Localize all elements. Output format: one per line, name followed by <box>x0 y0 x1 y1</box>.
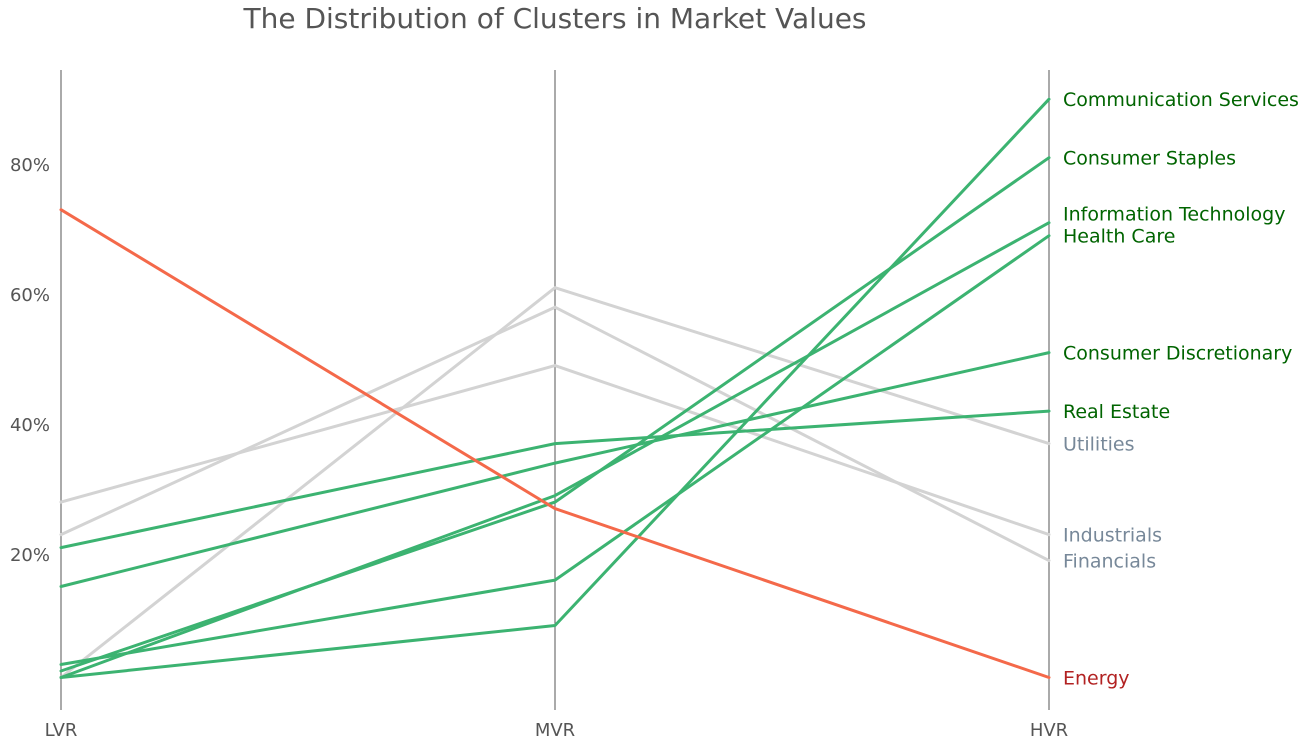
series-line-utilities <box>59 286 1051 679</box>
series-line-health-care <box>59 234 1051 666</box>
y-tick-label: 40% <box>10 415 50 436</box>
series-label-real-estate: Real Estate <box>1063 401 1170 423</box>
axis-label-hvr: HVR <box>1030 720 1068 741</box>
y-tick-label: 60% <box>10 285 50 306</box>
series-line-real-estate <box>59 409 1051 550</box>
series-end-labels: Communication Services Consumer Staples In… <box>1063 89 1299 689</box>
y-tick-label: 80% <box>10 155 50 176</box>
series-label-health-care: Health Care <box>1063 226 1175 248</box>
series-layer <box>59 97 1051 679</box>
y-tick-labels: 20% 40% 60% 80% <box>10 155 50 566</box>
chart-title: The Distribution of Clusters in Market V… <box>243 2 867 35</box>
series-line-consumer-staples <box>59 156 1051 673</box>
series-label-energy: Energy <box>1063 668 1130 690</box>
y-tick-label: 20% <box>10 545 50 566</box>
series-line-communication-services <box>59 97 1051 679</box>
series-line-consumer-discretionary <box>59 351 1051 588</box>
series-label-information-technology: Information Technology <box>1063 204 1285 226</box>
series-line-information-technology <box>59 221 1051 679</box>
series-label-communication-services: Communication Services <box>1063 89 1299 111</box>
series-line-energy <box>59 208 1051 679</box>
series-label-consumer-staples: Consumer Staples <box>1063 148 1236 170</box>
axis-label-mvr: MVR <box>535 720 575 741</box>
series-label-industrials: Industrials <box>1063 525 1162 547</box>
series-line-financials <box>59 305 1051 563</box>
series-line-industrials <box>59 364 1051 537</box>
series-label-consumer-discretionary: Consumer Discretionary <box>1063 343 1292 365</box>
axes-layer: LVR MVR HVR <box>45 70 1068 741</box>
series-label-financials: Financials <box>1063 551 1156 573</box>
axis-label-lvr: LVR <box>45 720 78 741</box>
series-label-utilities: Utilities <box>1063 434 1135 456</box>
